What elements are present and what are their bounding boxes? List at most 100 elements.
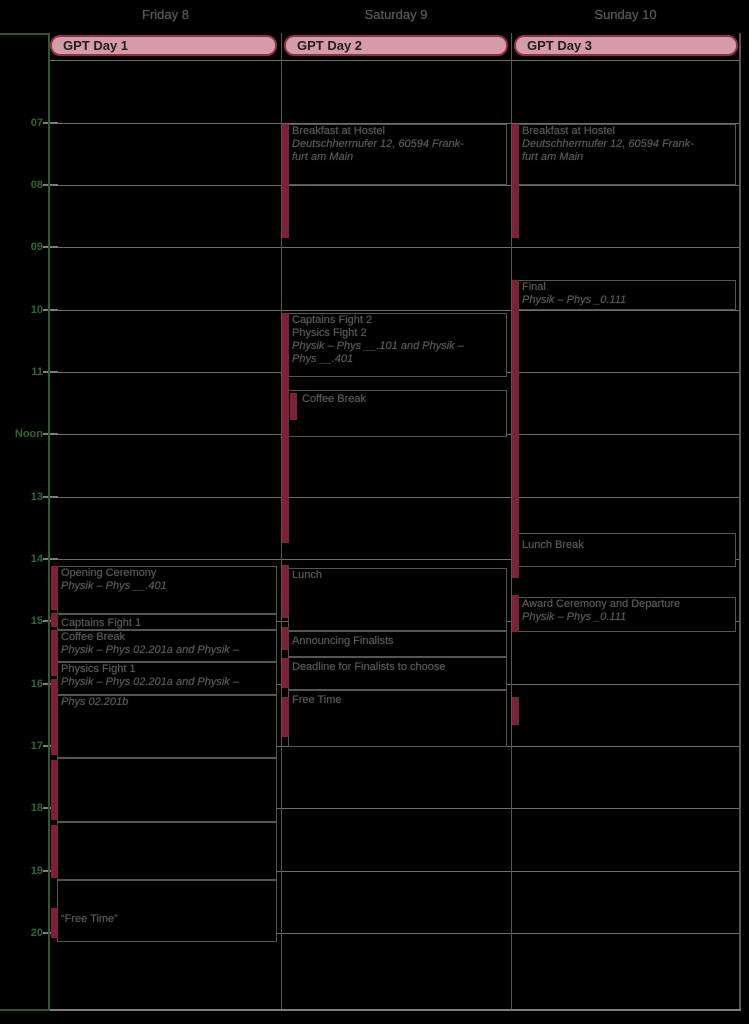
event-duration-bar (282, 124, 289, 238)
time-label: 19 (30, 865, 43, 877)
event-box-untitled[interactable] (57, 758, 277, 822)
hour-tick (43, 932, 58, 934)
event-duration-bar (290, 393, 297, 420)
time-axis-line (48, 33, 50, 1011)
event-text-breakfast-at-hostel: Breakfast at Hostel Deutschherrnufer 12, … (292, 125, 504, 164)
time-axis-top-stub (0, 33, 50, 35)
event-title: Captains Fight 2 Physics Fight 2 (292, 314, 373, 339)
event-location: Deutschherrnufer 12, 60594 Frank- furt a… (522, 138, 694, 163)
hour-tick (43, 745, 58, 747)
event-text-free-time: “Free Time” (61, 913, 274, 926)
hour-tick (43, 184, 58, 186)
event-box-final[interactable] (518, 280, 736, 310)
hour-tick (43, 122, 58, 124)
day-header-saturday: Saturday 9 (364, 7, 428, 22)
event-box-free-time[interactable] (288, 690, 507, 747)
event-text-coffee-break: Coffee Break (302, 393, 504, 406)
hour-gridline (50, 497, 740, 498)
event-box-captains-fight-2[interactable] (288, 313, 507, 377)
hour-tick (43, 246, 58, 248)
event-duration-bar (51, 760, 58, 820)
event-box-coffee-break[interactable] (57, 630, 277, 662)
event-box-free-time[interactable] (57, 880, 277, 942)
event-text-phys-02-201b: Phys 02.201b (61, 696, 274, 709)
hour-gridline (50, 559, 740, 560)
hour-gridline (50, 808, 740, 809)
event-text-coffee-break: Coffee Break Physik – Phys 02.201a and Ph… (61, 631, 274, 657)
time-label: 18 (30, 802, 43, 814)
event-text-breakfast-at-hostel: Breakfast at Hostel Deutschherrnufer 12, … (522, 125, 733, 164)
event-title: Award Ceremony and Departure (522, 598, 681, 610)
event-title: Deadline for Finalists to choose (292, 661, 446, 673)
event-box-lunch[interactable] (288, 568, 507, 631)
event-text-deadline-for-finalists-to-choose: Deadline for Finalists to choose (292, 661, 504, 674)
time-label: 13 (30, 491, 43, 503)
event-title: “Free Time” (61, 913, 118, 925)
event-text-captains-fight-1: Captains Fight 1 (61, 617, 274, 630)
time-label: 15 (30, 615, 43, 627)
event-duration-bar (51, 679, 58, 755)
event-duration-bar (512, 124, 519, 238)
event-box-coffee-break[interactable] (288, 390, 507, 437)
allday-event-label: GPT Day 2 (297, 38, 363, 53)
event-box-phys-02-201b[interactable] (57, 695, 277, 758)
event-text-award-ceremony-and-departure: Award Ceremony and Departure Physik – Phy… (522, 598, 733, 624)
allday-event-gpt-day-2[interactable]: GPT Day 2 (284, 35, 508, 56)
event-box-physics-fight-1[interactable] (57, 662, 277, 695)
hour-tick (43, 309, 58, 311)
event-box-untitled[interactable] (57, 822, 277, 880)
event-duration-bar (512, 595, 519, 632)
event-box-announcing-finalists[interactable] (288, 631, 507, 657)
hour-tick (43, 807, 58, 809)
time-label: 11 (31, 366, 43, 378)
event-duration-bar (512, 280, 519, 578)
event-title: Lunch Break (522, 539, 584, 551)
hour-tick (43, 683, 58, 685)
event-box-award-ceremony-and-departure[interactable] (518, 597, 736, 632)
event-box-opening-ceremony[interactable] (57, 566, 277, 614)
event-text-physics-fight-1: Physics Fight 1 Physik – Phys 02.201a and… (61, 663, 274, 689)
event-location: Deutschherrnufer 12, 60594 Frank- furt a… (292, 138, 464, 163)
hour-gridline (50, 933, 740, 934)
allday-event-gpt-day-3[interactable]: GPT Day 3 (514, 35, 738, 56)
event-title: Opening Ceremony (61, 567, 157, 579)
time-label: 08 (30, 179, 43, 191)
hour-gridline (50, 247, 740, 248)
hour-gridline (50, 60, 740, 61)
event-text-captains-fight-2: Captains Fight 2 Physics Fight 2 Physik –… (292, 314, 504, 366)
hour-gridline (50, 871, 740, 872)
allday-event-gpt-day-1[interactable]: GPT Day 1 (50, 35, 277, 56)
time-label: Noon (14, 428, 43, 440)
event-duration-bar (282, 658, 289, 688)
event-box-breakfast-at-hostel[interactable] (288, 124, 507, 185)
event-location: Phys 02.201b (61, 696, 129, 708)
event-duration-bar (51, 825, 58, 878)
time-label: 07 (30, 117, 43, 129)
event-title: Breakfast at Hostel (522, 125, 615, 137)
event-duration-bar (51, 630, 58, 676)
time-label: 14 (30, 553, 43, 565)
hour-gridline (50, 123, 740, 124)
event-location: Physik – Phys _0.111 (522, 294, 627, 306)
event-box-breakfast-at-hostel[interactable] (518, 124, 736, 185)
event-title: Free Time (292, 694, 342, 706)
event-box-deadline-for-finalists-to-choose[interactable] (288, 657, 507, 690)
column-separator (281, 33, 282, 1010)
event-duration-bar (512, 697, 519, 725)
event-box-lunch-break[interactable] (518, 533, 736, 567)
event-title: Captains Fight 1 (61, 617, 142, 629)
hour-tick (43, 371, 58, 373)
event-location: Physik – Phys __.401 (61, 580, 167, 592)
hour-tick (43, 558, 58, 560)
event-title: Physics Fight 1 (61, 663, 136, 675)
event-duration-bar (282, 627, 289, 650)
grid-bottom-line (50, 1009, 741, 1011)
event-title: Final (522, 281, 546, 293)
event-text-lunch: Lunch (292, 569, 504, 582)
event-duration-bar (51, 613, 58, 627)
hour-tick (43, 496, 58, 498)
hour-gridline (50, 185, 740, 186)
event-text-announcing-finalists: Announcing Finalists (292, 635, 504, 648)
